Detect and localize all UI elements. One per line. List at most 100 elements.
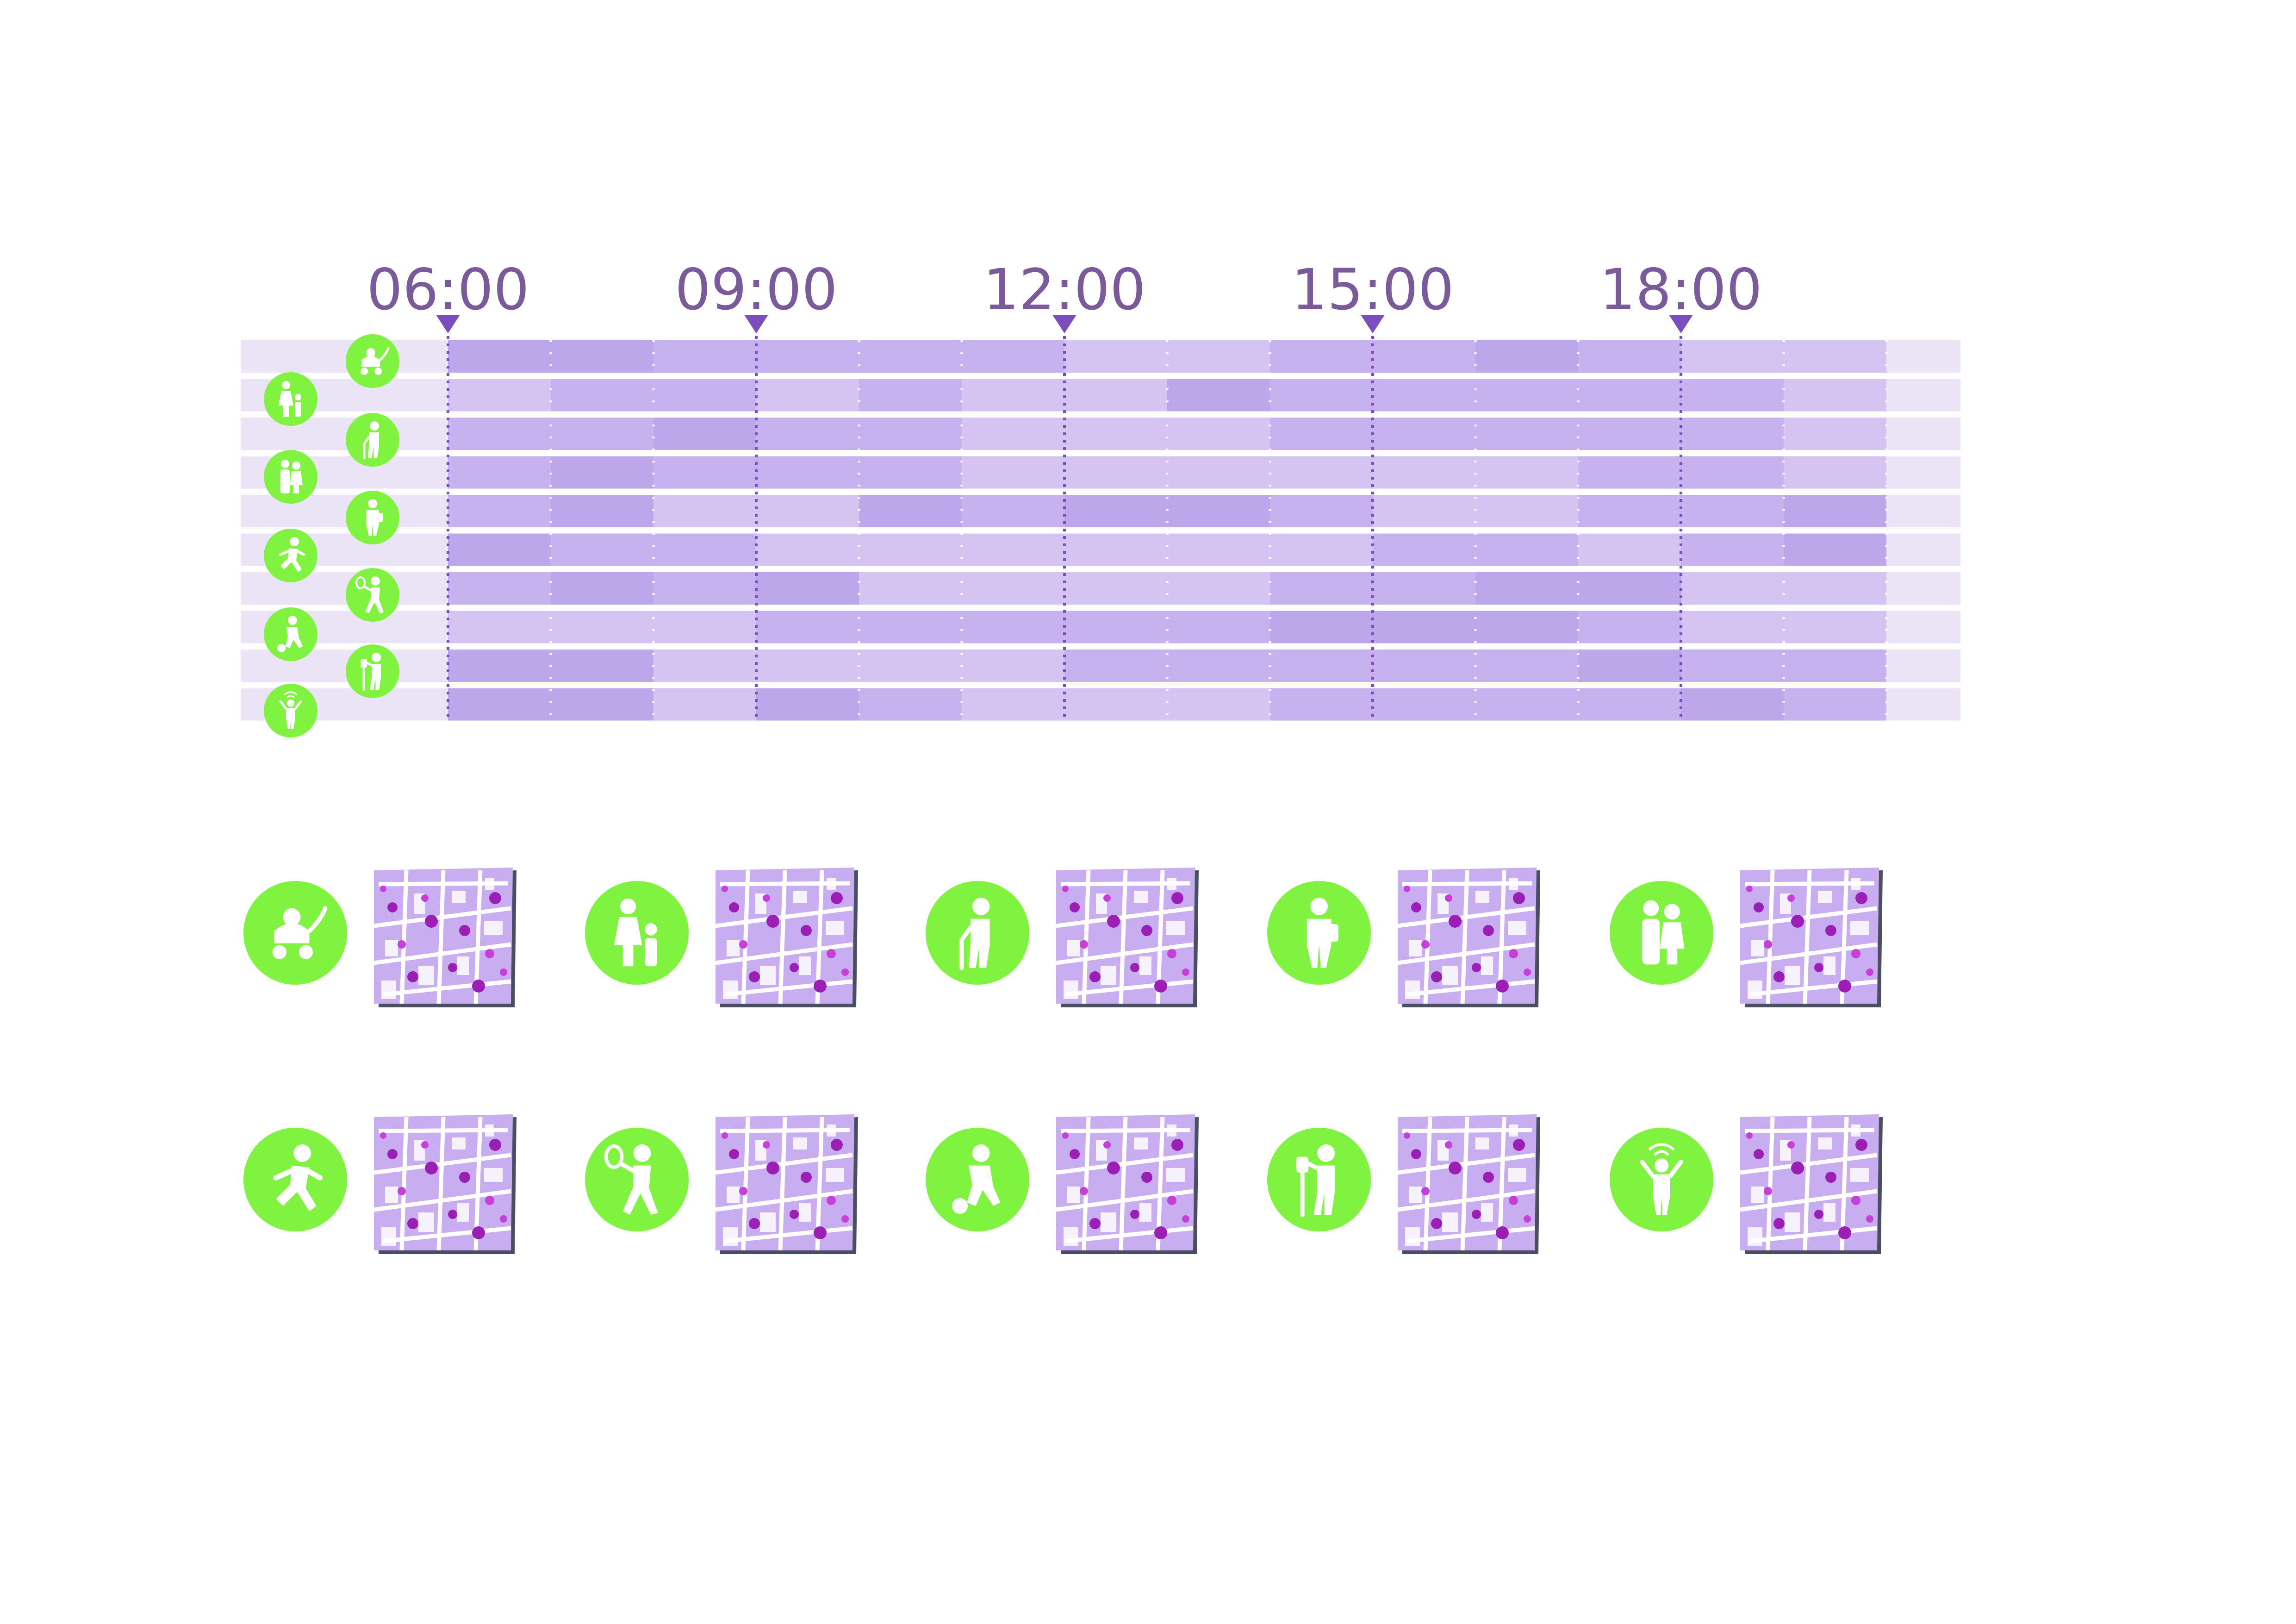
activity-hotspot-map [1056,1114,1199,1254]
activity-cell [962,650,1064,682]
activity-row-walker [241,495,1960,527]
activity-cell [1475,495,1578,527]
activity-cell [1167,495,1270,527]
activity-hotspot-map [1740,1114,1883,1254]
activity-row-tennis-player [241,572,1960,605]
group-panel [585,868,858,1007]
activity-cell [756,650,859,682]
time-label: 09:00 [675,257,838,323]
soccer-player-icon [264,607,317,661]
activity-cell [1064,533,1167,566]
activity-cell [962,495,1064,527]
activity-cell [756,688,859,721]
parent-and-child-icon [264,372,317,426]
activity-cell [962,688,1064,721]
activity-cell [756,379,859,412]
activity-cell [859,688,962,721]
activity-cell [859,495,962,527]
activity-cell [1578,340,1681,373]
activity-grid [241,340,1960,721]
group-panel [926,868,1199,1007]
hour-markers [436,315,1888,721]
group-panel [1267,1114,1540,1254]
activity-cell [1784,456,1886,489]
activity-cell [1373,688,1475,721]
activity-cell [653,611,756,643]
activity-cell [1167,572,1270,605]
activity-cell [448,340,551,373]
activity-cell [1475,379,1578,412]
activity-cell [1784,379,1886,412]
activity-cell [551,611,653,643]
activity-cell [1681,379,1784,412]
activity-cell [756,456,859,489]
group-panel [1610,868,1883,1007]
activity-cell [1784,340,1886,373]
activity-cell [1784,650,1886,682]
activity-cell [1270,688,1373,721]
activity-cell [551,533,653,566]
family-icon [1610,881,1713,985]
activity-cell [1270,418,1373,450]
activity-cell [1373,340,1475,373]
activity-row-child [241,688,1960,721]
activity-hotspot-map [1398,1114,1540,1254]
activity-hotspot-map [1056,868,1199,1007]
activity-cell [1784,418,1886,450]
activity-cell [1373,418,1475,450]
activity-cell [1270,650,1373,682]
activity-cell [1681,688,1784,721]
activity-row-elderly-exercising [241,650,1960,682]
activity-cell [1167,611,1270,643]
activity-cell [1475,611,1578,643]
hour-marker-triangle [1052,315,1076,333]
activity-hotspot-map [374,1114,516,1254]
activity-cell [1578,688,1681,721]
group-panel [1267,868,1540,1007]
walker-icon [346,491,399,544]
activity-cell [1578,418,1681,450]
activity-cell [1681,611,1784,643]
activity-cell [1064,379,1167,412]
activity-cell [448,379,551,412]
activity-cell [653,572,756,605]
activity-cell [756,340,859,373]
activity-cell [551,418,653,450]
elderly-with-cane-icon [346,413,399,467]
activity-cell [551,688,653,721]
activity-cell [1167,688,1270,721]
activity-cell [448,533,551,566]
time-label: 12:00 [983,257,1146,323]
activity-cell [448,495,551,527]
activity-row-soccer-player [241,611,1960,643]
activity-cell [1167,418,1270,450]
activity-cell [1784,572,1886,605]
group-map-panels [243,868,1883,1254]
activity-cell [1064,340,1167,373]
activity-cell [653,379,756,412]
time-label: 15:00 [1291,257,1454,323]
activity-cell [1270,456,1373,489]
row-group-icons [264,334,399,737]
elderly-exercising-icon [346,644,399,698]
activity-cell [1373,572,1475,605]
activity-cell [962,533,1064,566]
group-panel [585,1114,858,1254]
activity-hotspot-map [1740,868,1883,1007]
activity-cell [1270,611,1373,643]
activity-cell [551,456,653,489]
activity-cell [1475,533,1578,566]
activity-cell [1475,418,1578,450]
activity-cell [551,650,653,682]
group-panel [243,868,516,1007]
hour-marker-triangle [1361,315,1385,333]
runner-icon [243,1128,347,1231]
activity-cell [551,495,653,527]
activity-cell [551,572,653,605]
activity-hotspot-map [374,868,516,1007]
activity-cell [1784,495,1886,527]
activity-cell [1064,688,1167,721]
activity-cell [653,495,756,527]
stroller-icon [346,334,399,388]
activity-cell [1681,418,1784,450]
